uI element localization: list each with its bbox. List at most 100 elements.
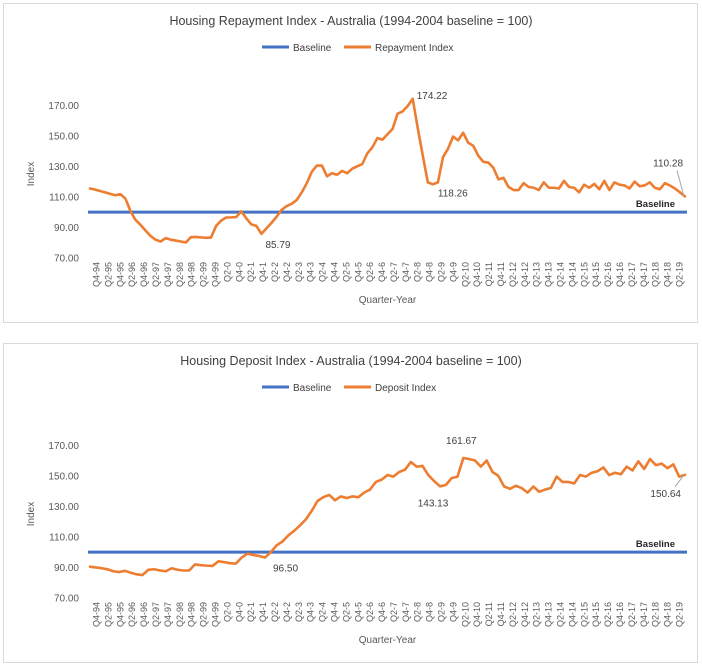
- data-point: [497, 178, 500, 180]
- data-point: [503, 485, 505, 488]
- data-point: [538, 491, 540, 493]
- data-point: [299, 524, 301, 527]
- data-point: [351, 168, 353, 170]
- x-tick-label: Q4-97: [163, 262, 173, 287]
- data-point: [679, 191, 681, 193]
- data-point: [620, 473, 622, 475]
- data-point: [684, 474, 686, 476]
- x-tick-label: Q4-14: [567, 602, 577, 627]
- data-point: [170, 239, 172, 241]
- x-tick-label: Q2-1: [246, 602, 256, 622]
- x-axis-label: Quarter-Year: [359, 295, 417, 306]
- x-tick-label: Q4-7: [401, 602, 411, 622]
- x-tick-label: Q4-10: [472, 262, 482, 287]
- data-point: [258, 555, 260, 557]
- data-point: [561, 481, 564, 483]
- y-tick-label: 110.00: [49, 192, 79, 203]
- data-point: [596, 470, 599, 472]
- data-point: [180, 240, 182, 243]
- data-point: [626, 466, 628, 468]
- x-tick-label: Q2-9: [437, 262, 447, 282]
- x-tick-label: Q4-16: [615, 602, 625, 627]
- data-label: 85.79: [265, 240, 290, 251]
- x-tick-label: Q2-11: [484, 262, 494, 286]
- deposit-chart: Housing Deposit Index - Australia (1994-…: [26, 354, 687, 646]
- data-point: [598, 188, 600, 190]
- x-tick-label: Q4-99: [210, 262, 220, 287]
- x-tick-label: Q2-5: [341, 602, 351, 622]
- data-point: [608, 474, 610, 476]
- x-tick-label: Q4-10: [472, 602, 482, 627]
- data-point: [235, 563, 237, 565]
- data-point: [326, 175, 328, 177]
- data-label: 118.26: [438, 188, 468, 199]
- data-point: [185, 241, 187, 244]
- x-tick-label: Q2-2: [270, 602, 280, 622]
- data-point: [573, 482, 575, 485]
- data-point: [296, 199, 298, 201]
- x-tick-label: Q2-16: [603, 602, 613, 627]
- data-point: [165, 237, 167, 239]
- chart-title: Housing Deposit Index - Australia (1994-…: [180, 354, 522, 368]
- data-point: [480, 466, 482, 468]
- x-tick-label: Q2-12: [508, 602, 518, 627]
- x-tick-label: Q4-13: [544, 602, 554, 627]
- data-point: [171, 567, 173, 569]
- data-point: [631, 469, 634, 472]
- data-point: [674, 187, 676, 190]
- data-label: 161.67: [446, 436, 477, 447]
- data-point: [311, 510, 313, 512]
- data-point: [306, 182, 308, 184]
- legend-baseline-label: Baseline: [293, 383, 332, 394]
- data-point: [402, 110, 404, 112]
- x-tick-label: Q4-18: [663, 262, 673, 287]
- x-tick-label: Q2-96: [127, 602, 137, 627]
- x-tick-label: Q2-3: [294, 262, 304, 282]
- data-point: [165, 570, 167, 572]
- data-point: [316, 500, 319, 502]
- data-point: [153, 568, 155, 570]
- x-tick-label: Q2-10: [460, 602, 470, 627]
- data-point: [447, 148, 449, 150]
- x-tick-label: Q4-1: [258, 262, 268, 282]
- data-point: [583, 184, 585, 186]
- data-point: [568, 186, 570, 188]
- data-point: [217, 560, 219, 562]
- data-point: [270, 222, 273, 224]
- data-point: [89, 566, 91, 568]
- x-tick-label: Q4-97: [163, 602, 173, 627]
- x-tick-label: Q2-6: [365, 602, 375, 622]
- baseline-label: Baseline: [636, 539, 675, 550]
- data-point: [628, 187, 631, 190]
- data-point: [472, 145, 474, 147]
- x-tick-label: Q4-11: [496, 602, 506, 626]
- x-tick-label: Q4-96: [139, 602, 149, 627]
- data-point: [391, 128, 394, 130]
- data-point: [661, 463, 663, 465]
- x-tick-label: Q4-12: [520, 262, 530, 287]
- data-point: [491, 471, 494, 473]
- data-point: [433, 480, 435, 482]
- data-point: [118, 571, 120, 573]
- x-tick-label: Q4-98: [187, 602, 197, 627]
- data-point: [563, 180, 565, 182]
- data-point: [235, 216, 237, 218]
- data-point: [467, 142, 469, 144]
- y-tick-label: 170.00: [48, 441, 79, 452]
- x-tick-label: Q2-97: [151, 262, 161, 287]
- data-point: [210, 236, 212, 239]
- x-tick-label: Q4-8: [425, 262, 435, 282]
- data-label-leader: [674, 474, 685, 488]
- x-tick-label: Q2-17: [627, 602, 637, 627]
- x-tick-label: Q2-98: [175, 602, 185, 627]
- x-tick-label: Q4-0: [234, 262, 244, 282]
- data-point: [159, 569, 161, 572]
- data-point: [381, 479, 383, 481]
- x-tick-label: Q2-8: [413, 262, 423, 282]
- data-point: [515, 485, 517, 487]
- data-point: [322, 496, 324, 498]
- x-tick-label: Q4-2: [282, 602, 292, 622]
- x-tick-label: Q4-17: [639, 262, 649, 287]
- data-point: [293, 530, 295, 532]
- x-tick-label: Q2-99: [199, 602, 209, 627]
